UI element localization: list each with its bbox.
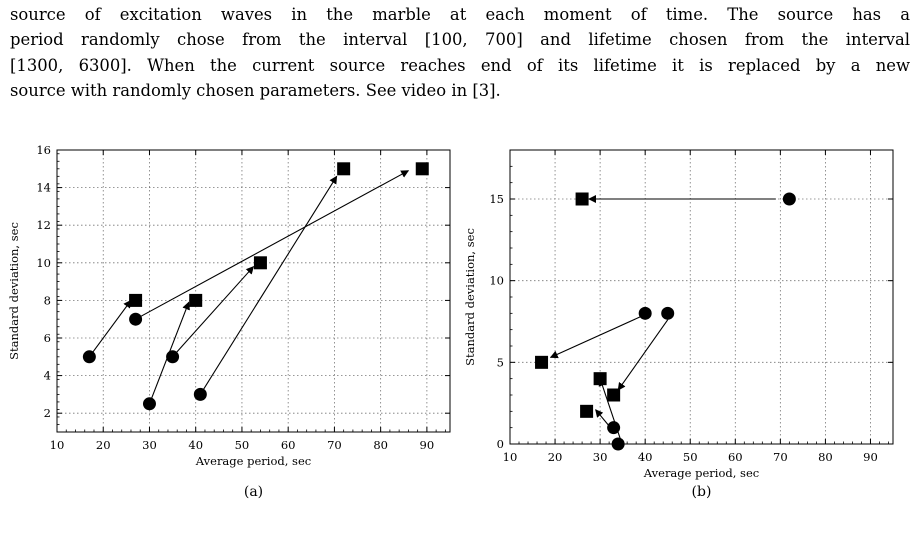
y-tick-label: 10 xyxy=(36,256,51,270)
figure-caption: (a) xyxy=(244,484,263,500)
circle-point xyxy=(142,397,156,411)
y-tick-label: 4 xyxy=(44,369,51,383)
paragraph-line: source with randomly chosen parameters. … xyxy=(10,80,501,100)
square-point xyxy=(337,162,351,176)
paragraph-line: period randomly chose from the interval … xyxy=(10,30,910,50)
y-tick-label: 14 xyxy=(36,181,51,195)
circle-point xyxy=(661,306,675,320)
y-tick-label: 6 xyxy=(44,331,51,345)
paragraph-line: source of excitation waves in the marble… xyxy=(10,5,910,24)
x-tick-label: 40 xyxy=(188,438,203,452)
chart-panel-a: 10 20 30 40 50 60 70 80 90 2 4 6 8 10 12 14 16 Average pe… xyxy=(7,143,451,500)
x-tick-label: 80 xyxy=(818,450,833,464)
x-tick-label: 90 xyxy=(420,438,435,452)
circle-point xyxy=(193,387,207,401)
y-axis-label: Standard deviation, sec xyxy=(7,222,21,360)
square-point xyxy=(607,388,621,402)
x-tick-label: 30 xyxy=(593,450,608,464)
paragraph-line: [1300, 6300]. When the current source re… xyxy=(10,55,910,75)
transition-arrow xyxy=(595,409,610,427)
transition-arrow xyxy=(172,265,255,358)
y-tick-label: 5 xyxy=(497,355,504,369)
x-tick-label: 60 xyxy=(281,438,296,452)
square-point xyxy=(253,256,267,270)
square-point xyxy=(189,293,203,307)
x-tick-label: 10 xyxy=(503,450,518,464)
x-tick-label: 70 xyxy=(327,438,342,452)
chart-panel-b: 10 20 30 40 50 60 70 80 90 0 5 10 15 Average period, … xyxy=(463,149,894,500)
body-paragraph: source of excitation waves in the marble… xyxy=(10,2,910,103)
square-point xyxy=(575,192,589,206)
x-tick-label: 50 xyxy=(235,438,250,452)
transition-arrow xyxy=(135,170,410,320)
y-tick-label: 0 xyxy=(497,437,504,451)
x-tick-label: 70 xyxy=(773,450,788,464)
circle-point xyxy=(607,421,621,435)
transition-arrow xyxy=(88,299,132,358)
y-tick-label: 12 xyxy=(36,218,51,232)
x-tick-label: 20 xyxy=(96,438,111,452)
y-tick-label: 2 xyxy=(44,406,51,420)
square-point xyxy=(415,162,429,176)
x-axis-label: Average period, sec xyxy=(643,466,759,480)
square-point xyxy=(535,355,549,369)
x-tick-label: 20 xyxy=(548,450,563,464)
x-axis-label: Average period, sec xyxy=(195,454,311,468)
y-axis-label: Standard deviation, sec xyxy=(463,228,477,366)
circle-point xyxy=(129,312,143,326)
y-tick-label: 15 xyxy=(489,192,504,206)
x-tick-label: 90 xyxy=(863,450,878,464)
plot-frame xyxy=(56,149,451,433)
transition-arrow xyxy=(199,175,338,395)
transition-arrow xyxy=(617,319,669,391)
x-tick-label: 40 xyxy=(638,450,653,464)
figure-caption: (b) xyxy=(692,484,712,500)
x-tick-label: 30 xyxy=(142,438,157,452)
x-tick-label: 50 xyxy=(683,450,698,464)
y-tick-label: 8 xyxy=(44,293,51,307)
square-point xyxy=(593,372,607,386)
y-tick-label: 16 xyxy=(36,143,51,157)
transition-arrow xyxy=(549,316,641,359)
x-tick-label: 10 xyxy=(50,438,65,452)
square-point xyxy=(580,404,594,418)
x-tick-label: 80 xyxy=(373,438,388,452)
circle-point xyxy=(82,350,96,364)
square-point xyxy=(129,293,143,307)
circle-point xyxy=(611,437,625,451)
plot-frame xyxy=(509,149,894,445)
x-tick-label: 60 xyxy=(728,450,743,464)
circle-point xyxy=(638,306,652,320)
circle-point xyxy=(782,192,796,206)
y-tick-label: 10 xyxy=(489,274,504,288)
circle-point xyxy=(166,350,180,364)
